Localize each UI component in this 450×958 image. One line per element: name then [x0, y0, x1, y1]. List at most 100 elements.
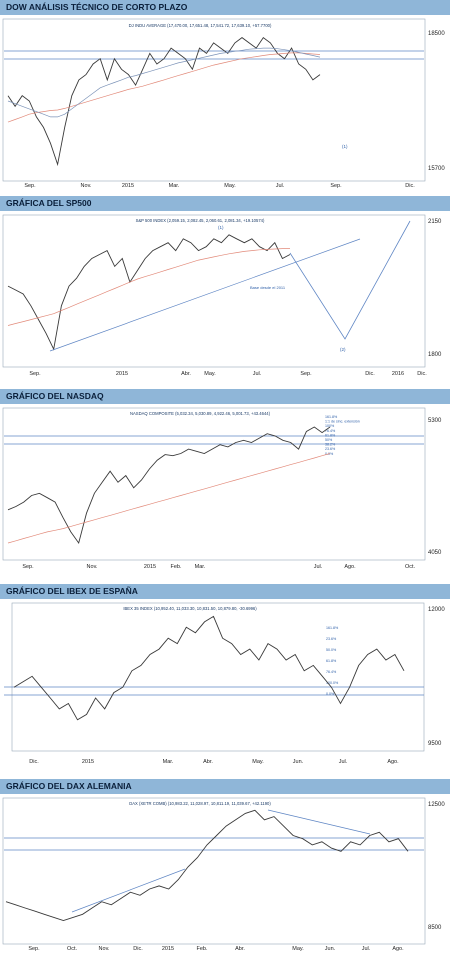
sp500-plot-area	[2, 214, 426, 368]
fib-label: 61.8%	[326, 659, 337, 663]
sp500-annotation-1: (1)	[218, 225, 224, 230]
x-tick-label: Nov.	[87, 564, 98, 570]
x-tick-label: Nov.	[99, 946, 110, 952]
fib-label: 76.4%	[325, 429, 336, 433]
dax-plot-area	[2, 797, 426, 945]
sp500-legend: S&P 500 INDEX (2,059.15, 2,082.45, 2,060…	[136, 218, 265, 223]
x-tick-label: 2015	[162, 946, 174, 952]
trend-line	[49, 238, 361, 352]
x-tick-label: Dic.	[133, 946, 143, 952]
nasdaq-grid	[4, 435, 424, 445]
x-tick-label: Abr.	[181, 371, 191, 377]
series-ma_long	[7, 52, 321, 123]
x-tick-label: Oct.	[67, 946, 78, 952]
dow-plot-area	[2, 18, 426, 182]
dax-series	[5, 809, 409, 921]
nasdaq-series	[7, 426, 331, 545]
fib-label: 50%	[325, 438, 333, 442]
x-tick-label: Abr.	[203, 759, 213, 765]
x-tick-label: 2015	[122, 183, 134, 189]
fib-label: 38.2%	[325, 443, 336, 447]
dow-chart-title: DOW ANÁLISIS TÉCNICO DE CORTO PLAZO	[0, 0, 450, 15]
nasdaq-y-tick-bottom: 4050	[428, 550, 442, 556]
x-tick-label: May.	[292, 946, 304, 952]
x-tick-label: 2015	[82, 759, 94, 765]
nasdaq-plot-area	[2, 407, 426, 561]
x-tick-label: Abr.	[235, 946, 245, 952]
series-price	[7, 426, 331, 545]
series-ma_long	[7, 248, 290, 326]
x-tick-label: 2016	[392, 371, 404, 377]
x-tick-label: Dic.	[29, 759, 39, 765]
fib-label: 23.6%	[325, 447, 336, 451]
x-tick-label: May.	[224, 183, 236, 189]
dow-series	[7, 36, 321, 167]
projection-line	[289, 220, 411, 340]
series-price	[13, 615, 405, 721]
sp500-y-tick-bottom: 1800	[428, 352, 442, 358]
ibex-x-axis: Dic. 2015 Mar. Abr. May. Jun. Jul. Ago.	[29, 759, 399, 765]
ibex-chart: IBEX 35 INDEX (10,952.40, 11,033.30, 10,…	[4, 602, 445, 765]
dax-x-axis: Sep. Oct. Nov. Dic. 2015 Feb. Abr. May. Jun. Jul.…	[28, 946, 404, 952]
nasdaq-x-axis: Sep. Nov. 2015 Feb. Mar. Jul. Ago. Oct.	[22, 564, 415, 570]
dax-chart: DAX (XETR COMB) (10,983.22, 11,028.97, 1…	[2, 797, 445, 952]
ibex-legend: IBEX 35 INDEX (10,952.40, 11,033.30, 10,…	[123, 606, 257, 611]
dow-chart: DJ INDU AVERAGE (17,470.00, 17,651.48, 1…	[2, 18, 445, 189]
x-tick-label: Sep.	[300, 371, 312, 377]
x-tick-label: Feb.	[170, 564, 181, 570]
dow-grid	[4, 50, 424, 60]
dow-y-tick-top: 18500	[428, 31, 445, 37]
x-tick-label: Jul.	[253, 371, 262, 377]
nasdaq-chart-title: GRÁFICO DEL NASDAQ	[0, 389, 450, 404]
fib-label: 50.0%	[326, 648, 337, 652]
sp500-y-tick-top: 2150	[428, 219, 442, 225]
sp500-annotation-base: Base desde el 2011	[250, 285, 286, 290]
x-tick-label: Dic.	[405, 183, 415, 189]
x-tick-label: Ago.	[392, 946, 404, 952]
x-tick-label: Mar.	[163, 759, 174, 765]
fib-label: 161.8%	[326, 626, 339, 630]
nasdaq-y-tick-top: 5300	[428, 418, 442, 424]
dax-chart-title: GRÁFICO DEL DAX ALEMANIA	[0, 779, 450, 794]
x-tick-label: Mar.	[195, 564, 206, 570]
fib-label: 76.4%	[326, 670, 337, 674]
x-tick-label: Jul.	[362, 946, 371, 952]
x-tick-label: Sep.	[330, 183, 342, 189]
x-tick-label: Sep.	[22, 564, 34, 570]
x-tick-label: Jun.	[325, 946, 336, 952]
fib-label: 23.6%	[326, 637, 337, 641]
x-tick-label: Jul.	[339, 759, 348, 765]
x-tick-label: Feb.	[196, 946, 207, 952]
sp500-x-axis: Sep. 2015 Abr. May. Jul. Sep. Dic. 2016 Dic.	[29, 371, 427, 377]
ibex-grid	[4, 686, 424, 696]
dax-y-tick-bottom: 8500	[428, 925, 442, 931]
dow-legend: DJ INDU AVERAGE (17,470.00, 17,651.48, 1…	[129, 23, 272, 28]
fib-label: 100.0%	[326, 681, 339, 685]
sp500-annotation-2: (2)	[340, 347, 346, 352]
x-tick-label: Mar.	[169, 183, 180, 189]
dax-legend: DAX (XETR COMB) (10,983.22, 11,028.97, 1…	[129, 801, 271, 806]
trend-line	[71, 868, 186, 913]
nasdaq-legend: NASDAQ COMPOSITE (5,032.34, 5,030.89, 4,…	[130, 411, 271, 416]
x-tick-label: Dic.	[417, 371, 427, 377]
x-tick-label: Ago.	[387, 759, 399, 765]
series-ma_long	[7, 453, 331, 544]
x-tick-label: May.	[252, 759, 264, 765]
x-tick-label: Oct.	[405, 564, 416, 570]
series-price	[7, 234, 291, 351]
series-ma_short	[7, 47, 321, 118]
ibex-fib-labels: 161.8% 23.6% 50.0% 61.8% 76.4% 100.0% 0.0%	[326, 626, 339, 696]
x-tick-label: Jul.	[276, 183, 285, 189]
x-tick-label: 2015	[144, 564, 156, 570]
series-price	[5, 809, 409, 921]
sp500-series	[7, 220, 411, 352]
ibex-y-tick-bottom: 9500	[428, 741, 442, 747]
dow-y-tick-bottom: 15700	[428, 166, 445, 172]
fib-label: 100%	[325, 424, 335, 428]
ibex-series	[13, 615, 405, 721]
fib-label: 161.8%	[325, 415, 338, 419]
x-tick-label: Nov.	[81, 183, 92, 189]
x-tick-label: 2015	[116, 371, 128, 377]
x-tick-label: Sep.	[28, 946, 40, 952]
fib-label: 61.8%	[325, 433, 336, 437]
